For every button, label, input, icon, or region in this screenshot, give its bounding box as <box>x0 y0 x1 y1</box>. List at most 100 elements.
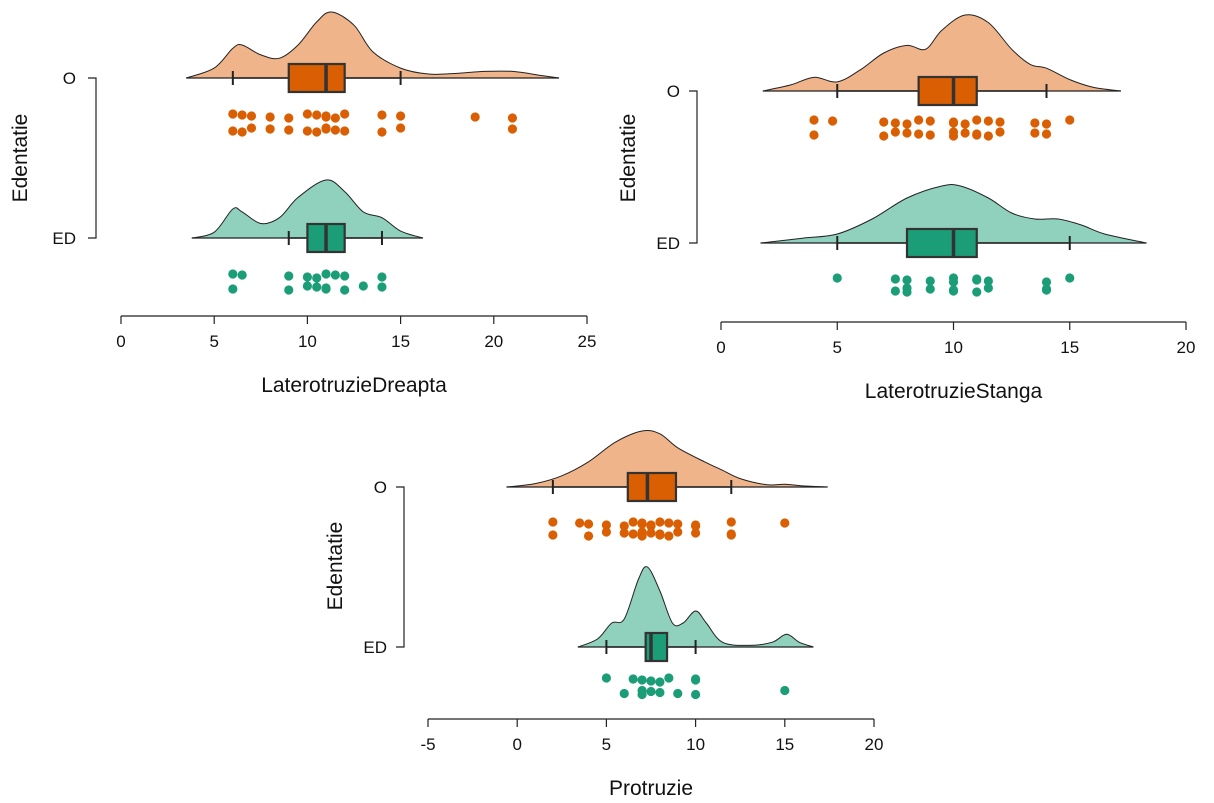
data-point <box>664 531 674 541</box>
data-point <box>879 117 889 127</box>
data-point <box>377 282 387 292</box>
data-point <box>995 117 1005 127</box>
data-point <box>655 677 665 687</box>
data-point <box>655 530 665 540</box>
data-point <box>1065 273 1075 283</box>
data-point <box>396 123 406 133</box>
x-tick-label: 25 <box>578 332 597 351</box>
box <box>905 227 978 259</box>
data-point <box>377 272 387 282</box>
data-point <box>265 124 275 134</box>
x-tick-label: 20 <box>865 735 884 754</box>
data-point <box>330 125 340 135</box>
data-point <box>302 281 312 291</box>
data-point <box>902 119 912 129</box>
x-tick-label: -5 <box>420 735 435 754</box>
x-tick-label: 0 <box>716 338 725 357</box>
data-point <box>691 689 701 700</box>
data-point <box>890 274 900 284</box>
data-point <box>340 285 350 295</box>
data-point <box>948 273 959 283</box>
data-point <box>1030 118 1040 128</box>
data-point <box>619 528 629 538</box>
data-point <box>726 517 736 527</box>
chart-panel-2: 0 5 10 15 20 LaterotruzieStanga Edentatie O ED <box>617 14 1195 403</box>
data-point <box>340 271 350 281</box>
data-point <box>237 127 247 137</box>
group-o: O <box>63 11 560 137</box>
data-point <box>890 286 900 296</box>
data-point <box>628 674 638 684</box>
data-point <box>265 112 275 122</box>
x-axis-label: LaterotruzieStanga <box>865 380 1043 403</box>
data-point <box>637 685 647 696</box>
data-point <box>548 530 558 540</box>
data-point <box>902 128 912 138</box>
data-point <box>809 130 819 140</box>
data-point <box>655 687 665 698</box>
data-point <box>628 517 638 527</box>
x-tick-label: 15 <box>775 735 794 754</box>
data-point <box>507 124 518 134</box>
data-point <box>330 113 340 123</box>
density-cloud <box>577 566 814 648</box>
data-point <box>470 112 480 122</box>
data-point <box>832 273 842 283</box>
data-point <box>601 527 612 537</box>
data-point <box>377 127 387 137</box>
y-category-label: ED <box>52 229 76 248</box>
data-point <box>637 519 647 529</box>
data-point <box>983 283 993 293</box>
data-point <box>284 271 294 281</box>
x-tick-label: 0 <box>512 735 521 754</box>
chart-panel-3: -5 0 5 10 15 20 Protruzie Edentatie O ED <box>324 429 884 800</box>
group-o: O <box>374 429 828 541</box>
group-ed: ED <box>656 184 1147 297</box>
data-point <box>809 115 819 125</box>
density-cloud <box>506 429 828 488</box>
data-point <box>321 269 331 279</box>
data-point <box>948 286 959 296</box>
x-axis-label: LaterotruzieDreapta <box>261 374 447 397</box>
data-point <box>1041 129 1052 139</box>
data-point <box>228 109 238 119</box>
data-point <box>691 521 701 531</box>
data-point <box>228 284 238 294</box>
data-point <box>619 688 629 699</box>
data-point <box>646 686 656 697</box>
y-category-label: ED <box>363 638 387 657</box>
y-axis-line <box>689 90 698 244</box>
x-tick-label: 0 <box>116 332 125 351</box>
data-point <box>321 284 331 294</box>
data-point <box>655 517 665 527</box>
y-axis-label: Edentatie <box>324 522 347 611</box>
data-point <box>983 131 993 141</box>
y-category-label: O <box>374 478 387 497</box>
data-point <box>890 127 900 137</box>
data-point <box>691 528 701 538</box>
data-point <box>646 528 656 538</box>
box <box>287 62 346 94</box>
x-axis-label: Protruzie <box>609 777 693 798</box>
data-point <box>960 119 970 129</box>
x-tick-label: 20 <box>484 332 503 351</box>
data-point <box>691 675 701 685</box>
data-point <box>228 269 238 279</box>
x-tick-label: 15 <box>1060 338 1079 357</box>
box <box>644 631 669 663</box>
y-axis-label: Edentatie <box>617 114 640 203</box>
data-point <box>284 113 294 123</box>
x-tick-label: 5 <box>209 332 218 351</box>
data-point <box>995 127 1005 137</box>
y-category-label: ED <box>656 234 680 253</box>
data-point <box>1041 119 1052 129</box>
x-tick-label: 10 <box>944 338 963 357</box>
density-cloud <box>760 184 1147 244</box>
data-point <box>246 111 257 121</box>
x-tick-label: 15 <box>391 332 410 351</box>
data-point <box>664 673 674 683</box>
data-point <box>312 127 322 137</box>
data-point <box>925 284 935 294</box>
group-ed: ED <box>52 179 424 295</box>
